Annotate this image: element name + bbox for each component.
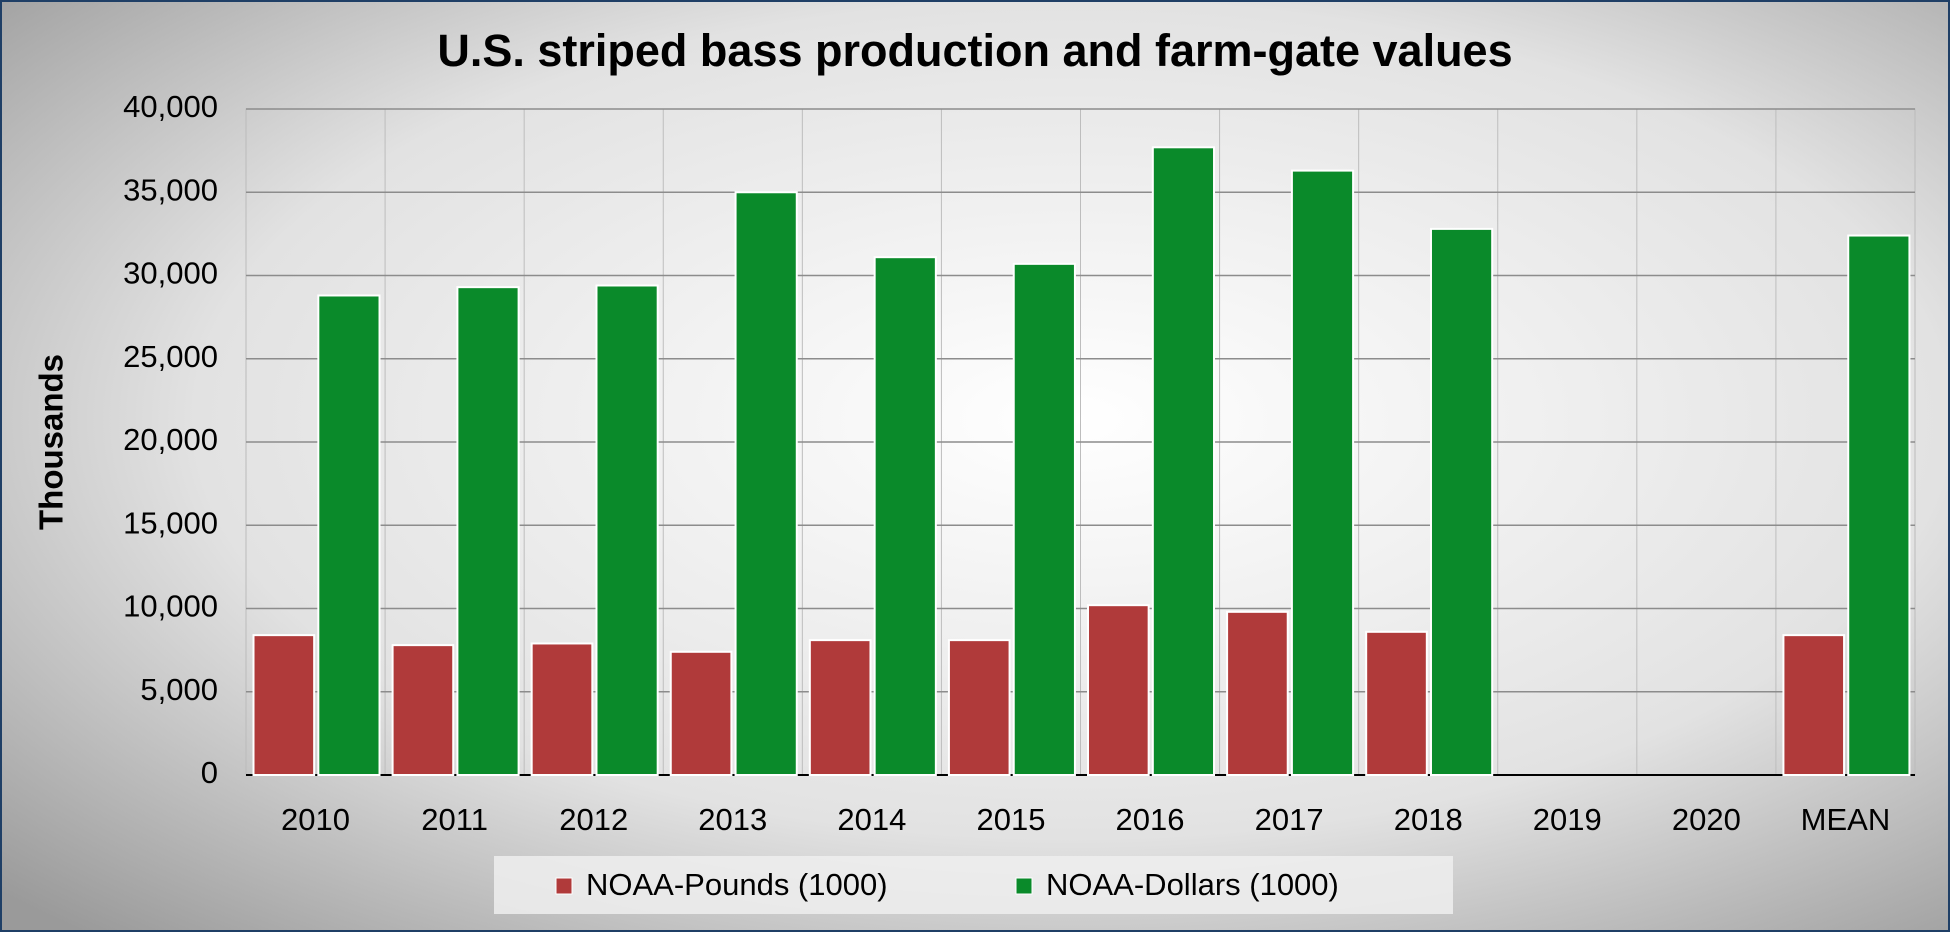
bar	[1365, 630, 1428, 776]
legend-label: NOAA-Pounds (1000)	[586, 867, 888, 902]
legend-swatch	[1015, 877, 1033, 895]
bar	[808, 639, 872, 777]
bar	[595, 284, 659, 776]
x-tick-label: 2010	[281, 802, 350, 837]
y-tick-label: 35,000	[123, 172, 218, 207]
y-tick-label: 10,000	[123, 589, 218, 624]
x-tick-label: 2019	[1533, 802, 1602, 837]
y-tick-label: 40,000	[123, 89, 218, 124]
bar	[1290, 169, 1355, 777]
y-tick-label: 20,000	[123, 422, 218, 457]
y-tick-label: 30,000	[123, 256, 218, 291]
x-tick-label: 2020	[1672, 802, 1741, 837]
legend-label: NOAA-Dollars (1000)	[1046, 867, 1339, 902]
legend-box	[494, 856, 1453, 914]
x-tick-label: 2017	[1255, 802, 1324, 837]
bar	[1782, 634, 1846, 777]
bar	[1429, 227, 1494, 776]
bar	[1012, 262, 1076, 776]
y-tick-label: 0	[201, 755, 218, 790]
y-tick-label: 5,000	[140, 672, 218, 707]
x-tick-label: MEAN	[1801, 802, 1891, 837]
bar	[317, 294, 381, 776]
x-tick-label: 2014	[837, 802, 906, 837]
x-tick-label: 2013	[698, 802, 767, 837]
x-tick-label: 2018	[1394, 802, 1463, 837]
bar	[1151, 146, 1216, 777]
legend-swatch	[555, 877, 573, 895]
y-tick-label: 25,000	[123, 339, 218, 374]
bar	[669, 650, 733, 776]
bar	[1226, 610, 1289, 777]
bar	[873, 256, 937, 776]
bar	[252, 634, 316, 777]
x-tick-label: 2016	[1116, 802, 1185, 837]
bar	[1087, 604, 1150, 776]
bar	[947, 639, 1011, 777]
y-axis-label: Thousands	[33, 354, 70, 530]
x-tick-label: 2015	[976, 802, 1045, 837]
bar	[1847, 234, 1911, 777]
y-tick-label: 15,000	[123, 505, 218, 540]
bar	[530, 642, 594, 777]
bar	[456, 286, 520, 776]
bar	[391, 644, 455, 776]
x-tick-label: 2012	[559, 802, 628, 837]
chart-title: U.S. striped bass production and farm-ga…	[437, 25, 1512, 76]
x-tick-label: 2011	[421, 802, 488, 837]
bar	[734, 191, 798, 776]
